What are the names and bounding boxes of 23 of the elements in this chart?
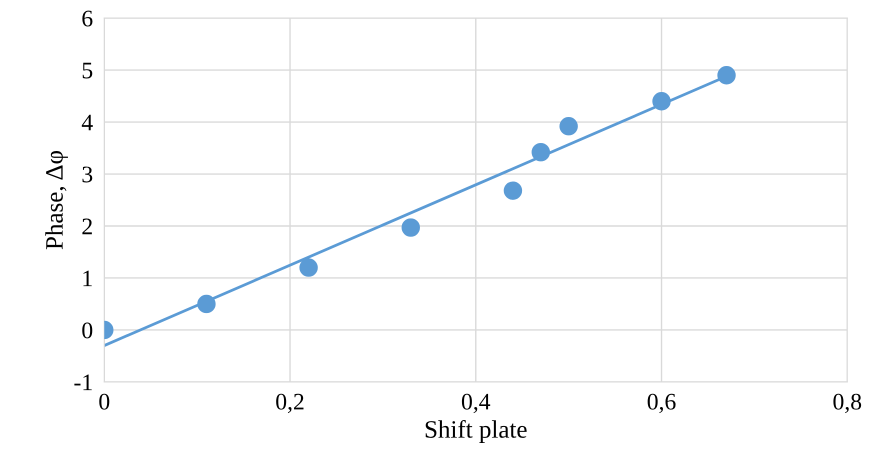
point <box>504 181 522 200</box>
point <box>197 294 216 314</box>
x-axis-title: Shift plate <box>426 420 527 443</box>
x-tick-label: 0,2 <box>276 394 304 414</box>
y-tick-label: 2 <box>82 218 92 234</box>
x-tick-label: 0 <box>99 394 110 410</box>
y-axis-title: Phase, Δφ <box>45 151 68 250</box>
y-tick-label: -1 <box>74 374 92 390</box>
y-tick-label: 6 <box>82 10 92 27</box>
y-tick-label: 0 <box>82 322 92 338</box>
x-tick-label: 0,8 <box>833 394 862 414</box>
y-tick-label: 1 <box>83 270 92 286</box>
point <box>299 258 318 277</box>
point <box>402 218 420 237</box>
y-tick-label: 5 <box>82 62 92 78</box>
y-tick-label: 3 <box>82 166 92 182</box>
x-tick-label: 0,4 <box>462 394 490 414</box>
y-tick-label: 4 <box>82 114 93 130</box>
x-tick-label: 0,6 <box>648 394 676 414</box>
point <box>652 92 671 110</box>
point <box>717 66 736 84</box>
point <box>559 117 578 136</box>
point <box>532 142 550 162</box>
